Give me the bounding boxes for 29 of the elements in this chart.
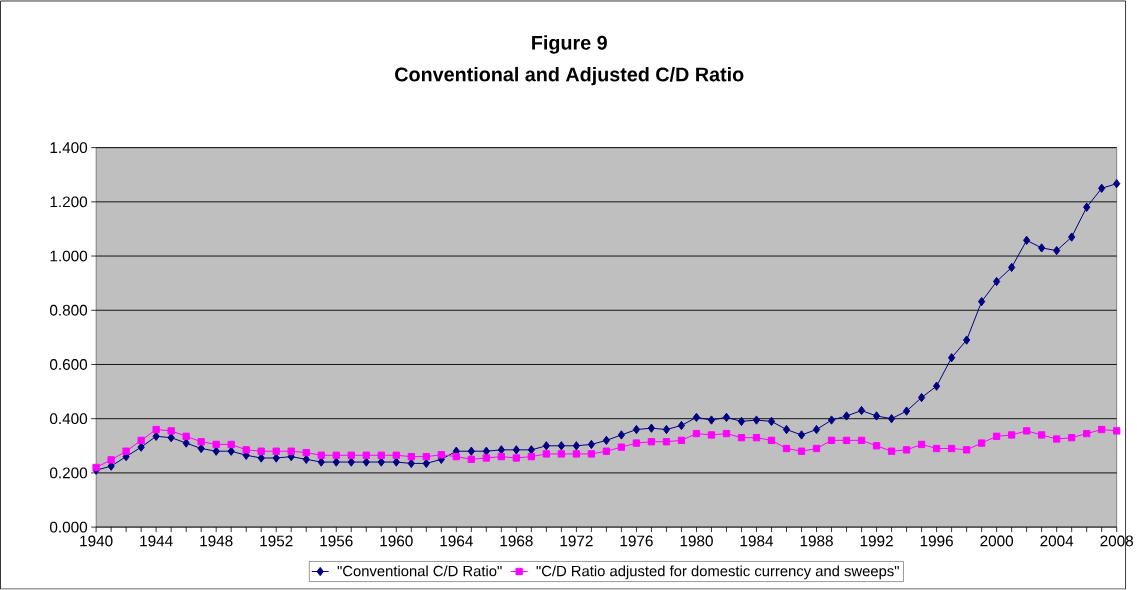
x-tick-label: 1984	[740, 535, 774, 547]
y-tick-label: 0.400	[50, 413, 88, 425]
x-tick-label: 1948	[200, 535, 233, 547]
x-tick-label: 1992	[860, 535, 893, 547]
y-tick-label: 1.200	[50, 196, 88, 208]
x-tick-label: 1968	[500, 535, 533, 547]
chart-subtitle: Conventional and Adjusted C/D Ratio	[395, 67, 744, 86]
x-tick-label: 1964	[440, 535, 473, 547]
legend-label: "C/D Ratio adjusted for domestic currency and sweeps"	[536, 565, 899, 580]
x-tick-label: 1956	[320, 535, 353, 547]
y-tick-label: 0.200	[50, 467, 88, 479]
x-tick-label: 2004	[1040, 535, 1074, 547]
y-tick-label: 0.600	[50, 359, 88, 371]
x-tick-label: 1944	[140, 535, 173, 547]
x-tick-label: 1976	[620, 535, 653, 547]
x-tick-label: 1972	[560, 535, 593, 547]
chart-title: Figure 9	[532, 35, 607, 54]
x-tick-label: 1996	[920, 535, 953, 547]
x-tick-label: 2000	[980, 535, 1014, 547]
x-tick-label: 1988	[800, 535, 833, 547]
y-tick-label: 0.000	[50, 521, 88, 533]
x-tick-label: 1980	[680, 535, 713, 547]
legend-label: "Conventional C/D Ratio"	[337, 565, 502, 577]
x-tick-label: 1940	[80, 535, 113, 547]
y-tick-label: 0.800	[50, 305, 88, 316]
y-tick-label: 1.000	[50, 250, 88, 262]
x-tick-label: 1960	[380, 535, 413, 547]
y-tick-label: 1.400	[50, 142, 88, 154]
x-tick-label: 1952	[260, 535, 293, 547]
